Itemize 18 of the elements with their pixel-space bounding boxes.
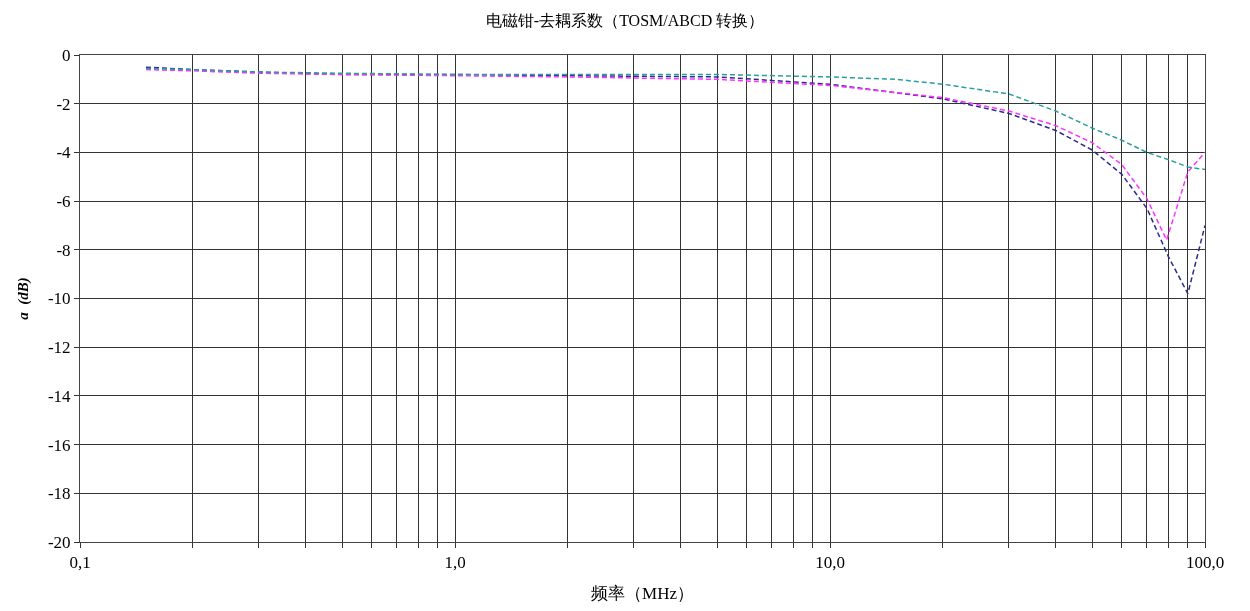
- y-tick-label: 0: [62, 45, 71, 65]
- x-tick-label: 1,0: [444, 553, 466, 573]
- x-tick-label: 0,1: [69, 553, 91, 573]
- y-tick-label: -8: [56, 240, 71, 260]
- y-tick-label: -14: [47, 386, 72, 406]
- y-tick-label: -20: [47, 532, 71, 552]
- y-tick-label: -10: [47, 289, 71, 309]
- y-tick-label: -18: [47, 484, 71, 504]
- x-tick-label: 10,0: [815, 553, 845, 573]
- x-axis-title: 频率（MHz）: [591, 583, 694, 603]
- y-axis-title: a (dB): [15, 277, 33, 320]
- y-tick-label: -12: [47, 338, 71, 358]
- y-tick-label: -16: [47, 435, 71, 455]
- chart-title: 电磁钳-去耦系数（TOSM/ABCD 转换）: [485, 12, 765, 30]
- y-tick-label: -2: [56, 94, 71, 114]
- y-tick-label: -4: [56, 143, 72, 163]
- y-tick-label: -6: [56, 192, 71, 212]
- x-tick-label: 100,0: [1185, 553, 1225, 573]
